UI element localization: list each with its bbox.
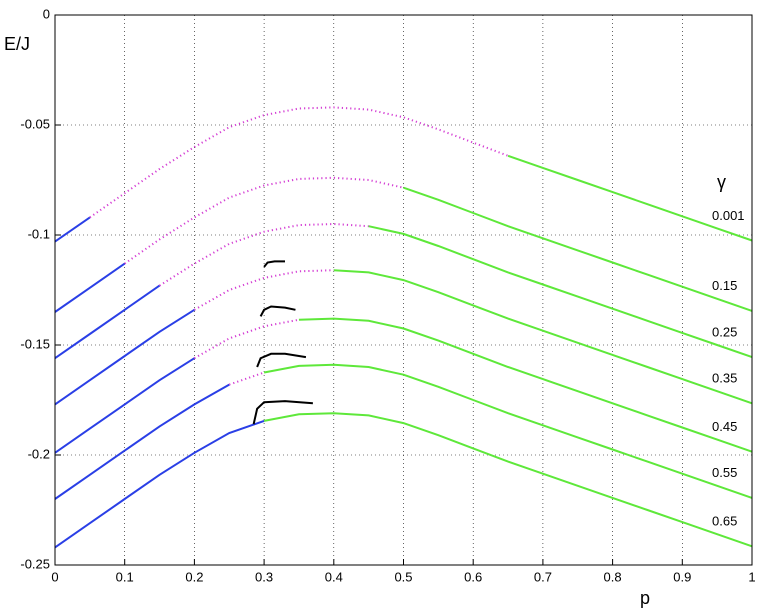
y-tick-label: -0.2 — [28, 446, 50, 461]
curve-segment — [252, 400, 313, 425]
curve-segment — [403, 186, 753, 312]
axes-box — [54, 14, 753, 566]
curve-segment — [54, 216, 91, 243]
curve-segment — [54, 357, 195, 454]
curve-segment — [54, 308, 195, 406]
curve-segment — [368, 225, 753, 359]
x-tick-label: 0.5 — [394, 569, 412, 584]
x-tick-label: 0 — [51, 569, 58, 584]
marks — [54, 106, 753, 549]
curve-segment — [124, 176, 404, 265]
curve-segment — [333, 269, 753, 405]
x-tick-label: 0.7 — [534, 569, 552, 584]
x-tick-label: 0.1 — [116, 569, 134, 584]
curve-segment — [259, 305, 296, 317]
y-tick-label: -0.05 — [20, 116, 50, 131]
curve-segment — [54, 284, 161, 360]
curve-segment — [54, 262, 126, 313]
gamma-label: 0.15 — [712, 278, 737, 293]
y-tick-label: -0.25 — [20, 556, 50, 571]
x-tick-label: 0.6 — [464, 569, 482, 584]
curve-segment — [298, 317, 753, 453]
gamma-label: 0.001 — [712, 208, 745, 223]
y-tick-label: -0.1 — [28, 226, 50, 241]
curve-segment — [263, 412, 753, 548]
legend-title: γ — [717, 172, 726, 192]
x-tick-label: 0.3 — [255, 569, 273, 584]
x-tick-label: 0.9 — [673, 569, 691, 584]
curve-segment — [159, 222, 369, 287]
gamma-label: 0.25 — [712, 324, 737, 339]
curve-segment — [507, 154, 753, 242]
labels: 0 0.1 0.2 0.3 0.4 0.5 0.6 0.7 0.8 0.9 1 -0.25 -0.2 -0… — [20, 6, 755, 584]
curve-segment — [256, 352, 307, 368]
curve-segment — [54, 383, 230, 500]
x-tick-label: 0.2 — [185, 569, 203, 584]
y-axis-label: E/J — [4, 34, 30, 54]
gamma-label: 0.55 — [712, 465, 737, 480]
x-axis-label: p — [640, 588, 650, 608]
gamma-label: 0.45 — [712, 419, 737, 434]
plot-area — [55, 15, 752, 565]
x-tick-label: 0.8 — [604, 569, 622, 584]
gamma-label: 0.65 — [712, 514, 737, 529]
y-tick-label: 0 — [43, 6, 50, 21]
x-tick-label: 0.4 — [325, 569, 343, 584]
x-tick-label: 1 — [748, 569, 755, 584]
gamma-label: 0.35 — [712, 371, 737, 386]
curve-segment — [263, 363, 753, 499]
curve-segment — [263, 260, 286, 268]
curve-segment — [89, 106, 509, 219]
curve-segment — [54, 419, 265, 549]
y-tick-label: -0.15 — [20, 336, 50, 351]
